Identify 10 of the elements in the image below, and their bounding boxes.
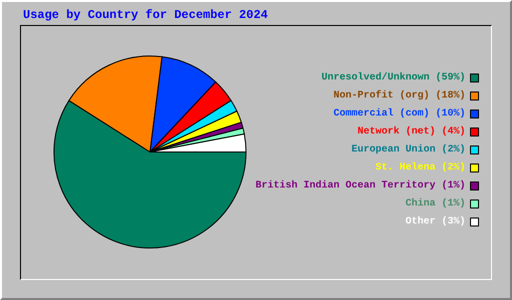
legend-label: St. Helena (2%) (375, 162, 466, 174)
legend-label: Non-Profit (org) (18%) (333, 90, 466, 102)
legend-label: Other (3%) (405, 216, 466, 228)
legend-label: Unresolved/Unknown (59%) (321, 72, 466, 84)
legend-label: British Indian Ocean Territory (1%) (255, 180, 466, 192)
legend-label: Network (net) (4%) (357, 126, 466, 138)
legend-label: European Union (2%) (351, 144, 466, 156)
legend-label: Commercial (com) (10%) (333, 108, 466, 120)
chart-title: Usage by Country for December 2024 (23, 8, 268, 22)
legend-label: China (1%) (405, 198, 466, 210)
